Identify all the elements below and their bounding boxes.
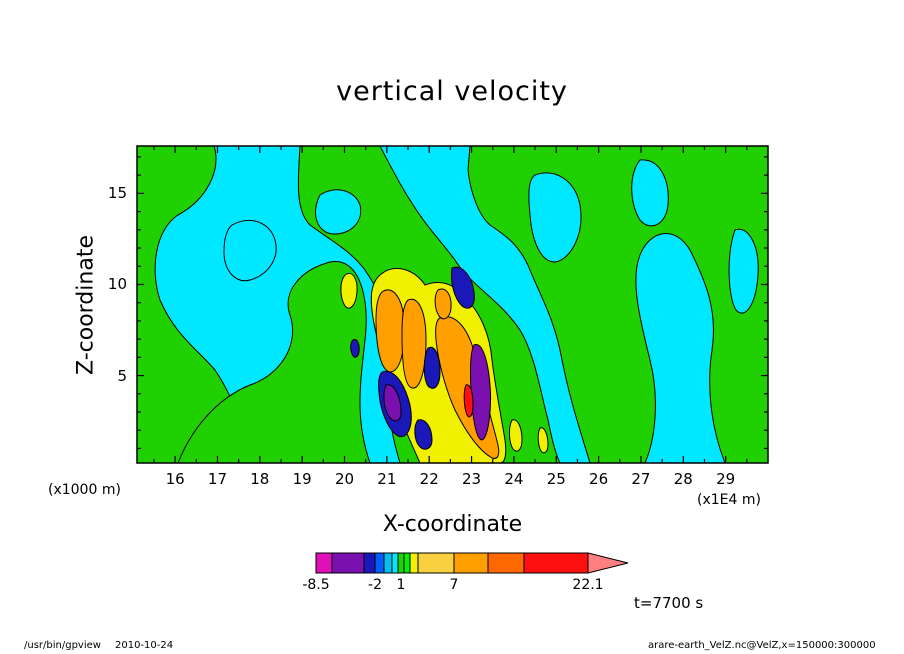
contour-region-cyan-pocket-top [315, 189, 362, 235]
plot-frame [136, 145, 769, 464]
contour-region-blue-small [350, 339, 360, 358]
x-tick-label: 26 [589, 470, 609, 488]
colorbar-swatch [331, 552, 365, 574]
contour-region-orange-mid [401, 298, 427, 389]
colorbar-swatch [403, 552, 411, 574]
colorbar-swatch [315, 552, 333, 574]
x-tick-label: 29 [716, 470, 736, 488]
colorbar [315, 552, 629, 574]
y-tick-label: 15 [107, 184, 127, 203]
x-tick-label: 23 [462, 470, 482, 488]
y-tick-label: 10 [107, 275, 127, 294]
x-tick-label: 25 [546, 470, 566, 488]
contour-region-purple-lower-left [383, 384, 402, 422]
chart-title: vertical velocity [336, 76, 568, 107]
colorbar-swatch [374, 552, 385, 574]
contour-region-yellow-blob-left [340, 273, 358, 309]
plot-area [136, 145, 769, 464]
colorbar-swatch [397, 552, 405, 574]
x-tick-label: 21 [377, 470, 397, 488]
colorbar-tick-label: 7 [449, 577, 459, 593]
x-tick-label: 28 [673, 470, 693, 488]
x-axis-ticks [153, 146, 748, 463]
y-axis-ticks [137, 156, 768, 450]
contour-region-yellow-small-right [509, 419, 523, 452]
colorbar-swatch [453, 552, 489, 574]
x-tick-label: 24 [504, 470, 524, 488]
contour-region-cyan-pocket-right-2 [631, 159, 669, 227]
y-axis-label: Z-coordinate [73, 235, 99, 375]
colorbar-swatch [363, 552, 376, 574]
colorbar-swatch [391, 552, 399, 574]
colorbar-extend-max [587, 552, 629, 574]
time-label: t=7700 s [634, 594, 704, 612]
x-tick-label: 19 [292, 470, 312, 488]
footer-date: 2010-10-24 [115, 640, 174, 651]
contour-region-blue-bottom [414, 419, 433, 450]
contour-region-orange-left [375, 289, 405, 373]
contour-region-cyan-pocket-right-3 [728, 228, 759, 314]
x-tick-label: 18 [250, 470, 270, 488]
colorbar-swatch [487, 552, 525, 574]
footer-source: arare-earth_VelZ.nc@VelZ,x=150000:300000 [648, 640, 876, 651]
x-tick-label: 16 [165, 470, 185, 488]
colorbar-swatch [383, 552, 393, 574]
colorbar-swatch [417, 552, 455, 574]
x-tick-label: 17 [207, 470, 227, 488]
contour-region-red-spike [463, 384, 474, 418]
contour-region-purple-center [469, 344, 491, 441]
x-axis-multiplier: (x1E4 m) [697, 492, 761, 508]
x-axis-label: X-coordinate [382, 512, 523, 537]
contour-region-blue-top [451, 266, 475, 309]
x-tick-label: 27 [631, 470, 651, 488]
colorbar-swatch [523, 552, 589, 574]
colorbar-tick-label: -8.5 [302, 577, 330, 593]
colorbar-tick-label: 22.1 [572, 577, 604, 593]
contour-region-cyan-pocket-left [223, 220, 277, 282]
x-tick-label: 22 [419, 470, 439, 488]
contour-region-blue-center [423, 346, 441, 389]
y-tick-label: 5 [117, 366, 127, 385]
contour-region-orange-blob-top [434, 288, 452, 320]
contour-region-yellow-small-right-2 [537, 427, 549, 454]
contour-region-green-lower [177, 261, 371, 463]
colorbar-swatch [409, 552, 419, 574]
footer-program: /usr/bin/gpview [24, 640, 101, 651]
x-axis-units: (x1000 m) [48, 482, 121, 498]
colorbar-tick-label: 1 [396, 577, 406, 593]
contour-region-cyan-pocket-right [528, 172, 582, 263]
x-tick-label: 20 [334, 470, 355, 488]
colorbar-tick-label: -2 [368, 577, 382, 593]
